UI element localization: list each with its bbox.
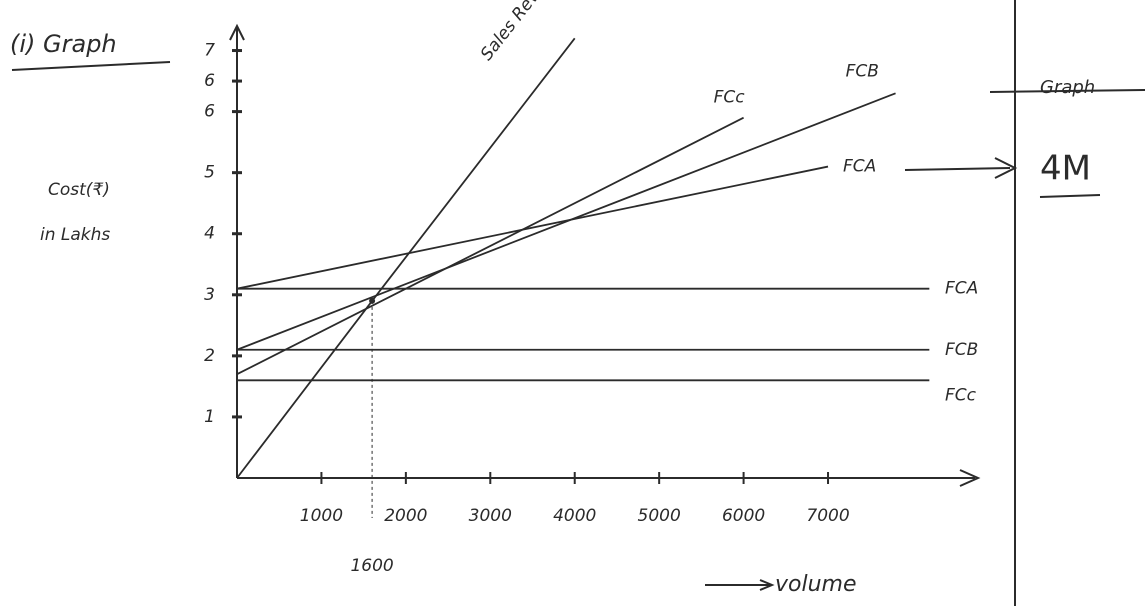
volume-arrow	[705, 580, 772, 590]
y-axis-label: Cost(₹)	[48, 180, 110, 200]
breakeven-label: 1600	[350, 556, 393, 576]
y-tick-label: 5	[204, 163, 215, 183]
marks: 4M	[1040, 149, 1091, 189]
x-tick-label: 3000	[469, 506, 512, 526]
y-tick-label: 2	[204, 346, 215, 366]
series-label: FCA	[945, 279, 978, 299]
marks-arrow	[905, 158, 1015, 178]
series-label: FCA	[843, 157, 876, 177]
x-tick-label: 7000	[806, 506, 849, 526]
x-tick-label: 4000	[553, 506, 596, 526]
y-tick-label: 6	[204, 71, 215, 91]
breakeven-point	[369, 298, 375, 304]
y-tick-label: 3	[204, 285, 215, 305]
y-tick-label: 6	[204, 102, 215, 122]
title-underline	[12, 62, 170, 70]
series-label: FCB	[846, 61, 879, 81]
y-axis-label: in Lakhs	[40, 225, 110, 245]
x-tick-label: 6000	[722, 506, 765, 526]
series-label: FCc	[945, 385, 977, 405]
strike	[990, 90, 1145, 92]
y-tick-label: 7	[204, 41, 215, 61]
y-tick-label: 1	[204, 407, 215, 427]
series-line	[237, 38, 575, 478]
x-tick-label: 5000	[638, 506, 681, 526]
series-label: Sales Revenue	[477, 0, 570, 64]
x-axis-label: volume	[775, 572, 857, 597]
series-label: FCc	[714, 88, 746, 108]
series-label: FCB	[945, 340, 978, 360]
x-tick-label: 1000	[300, 506, 343, 526]
x-tick-label: 2000	[384, 506, 427, 526]
struck-text: Graph	[1040, 77, 1095, 98]
marks-underline	[1040, 195, 1100, 197]
chart-title: (i) Graph	[10, 30, 117, 58]
series-line	[237, 118, 744, 374]
series-line	[237, 167, 828, 289]
y-tick-label: 4	[204, 224, 215, 244]
chart: (i) Graph Cost(₹) in Lakhs volume Graph …	[0, 0, 1148, 606]
